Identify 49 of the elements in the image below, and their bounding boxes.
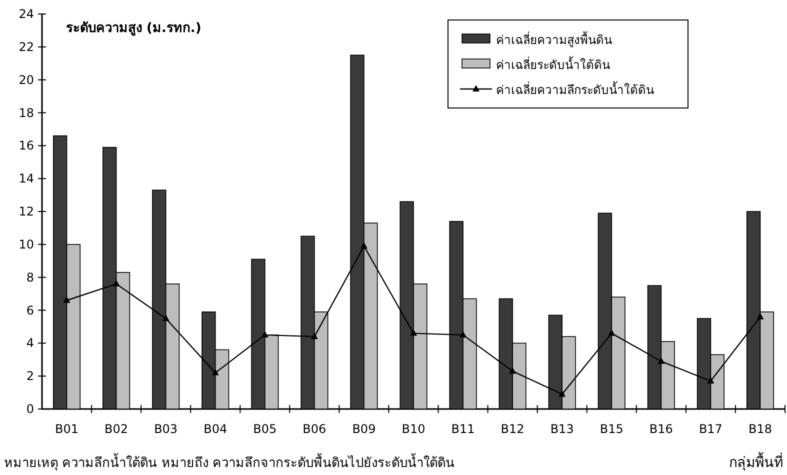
point xyxy=(410,329,417,336)
y-tick-label: 0 xyxy=(26,402,34,416)
point xyxy=(360,242,368,249)
x-tick-label: B05 xyxy=(253,422,277,436)
legend-label: ค่าเฉลี่ยความลึกระดับน้ำใต้ดิน xyxy=(496,81,654,97)
x-axis-title: กลุ่มพื้นที่ xyxy=(729,452,783,471)
y-tick-label: 20 xyxy=(18,72,34,87)
point xyxy=(608,329,616,336)
y-tick-label: 22 xyxy=(18,40,34,54)
legend-label: ค่าเฉลี่ยความสูงพื้นดิน xyxy=(496,31,612,48)
x-tick-label: B04 xyxy=(204,422,228,436)
x-tick-label: B02 xyxy=(104,422,128,436)
point xyxy=(658,357,665,364)
point xyxy=(162,314,170,321)
point xyxy=(112,280,120,286)
x-tick-label: B03 xyxy=(154,422,178,436)
point xyxy=(63,296,70,303)
y-tick-label: 6 xyxy=(26,303,34,318)
legend-label: ค่าเฉลี่ยระดับน้ำใต้ดิน xyxy=(496,56,610,72)
point xyxy=(707,377,714,384)
point xyxy=(509,367,516,374)
y-tick-label: 18 xyxy=(18,106,34,120)
y-tick-label: 8 xyxy=(26,270,34,284)
point xyxy=(310,332,318,340)
y-tick-label: 10 xyxy=(18,237,34,252)
y-tick-label: 24 xyxy=(18,7,34,21)
y-axis-title: ระดับความสูง (ม.รทก.) xyxy=(66,21,202,36)
x-tick-label: B12 xyxy=(500,422,524,436)
x-tick-label: B17 xyxy=(698,422,722,436)
point xyxy=(756,312,764,320)
y-tick-label: 4 xyxy=(26,336,34,350)
x-tick-label: B11 xyxy=(451,422,475,436)
text: หมายเหตุ ความลึกน้ำใต้ดิน หมายถึง ความลึกจากระดับพื้นดินไปยังระดับน้ำใต้ดิน xyxy=(4,453,454,471)
x-tick-label: B18 xyxy=(748,422,772,436)
x-tick-label: B15 xyxy=(600,422,624,436)
x-tick-label: B06 xyxy=(302,422,326,436)
x-tick-label: B16 xyxy=(649,422,673,436)
x-tick-label: B10 xyxy=(402,422,426,436)
y-tick-label: 12 xyxy=(18,204,34,218)
x-tick-label: B09 xyxy=(352,422,376,436)
y-tick-label: 14 xyxy=(18,172,34,186)
point xyxy=(460,330,467,338)
x-tick-label: B13 xyxy=(550,422,574,436)
x-tick-label: B01 xyxy=(55,422,79,436)
point xyxy=(261,330,268,338)
y-tick-label: 2 xyxy=(26,369,34,384)
point xyxy=(212,368,219,376)
point xyxy=(558,390,566,397)
y-tick-label: 16 xyxy=(18,138,34,153)
